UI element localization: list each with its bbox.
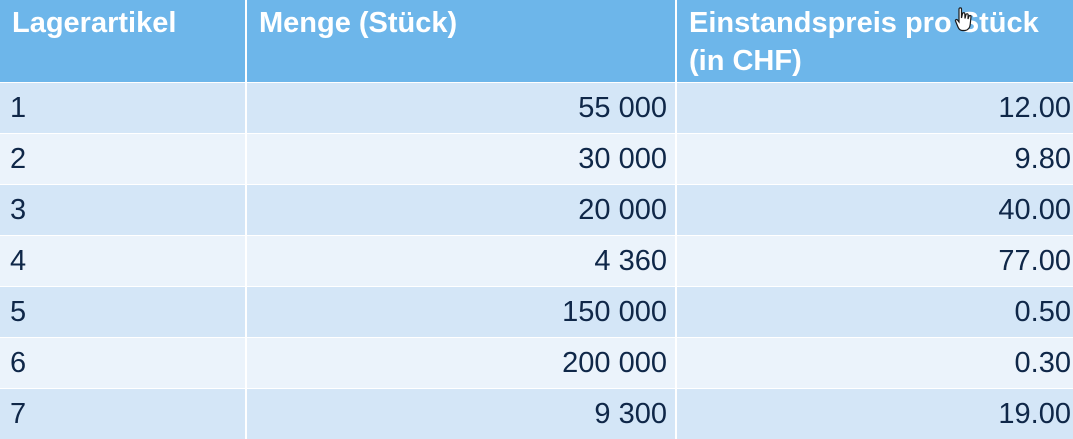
cell-quantity-3: 20 000 [247, 185, 675, 235]
cell-price-4: 77.00 [677, 236, 1073, 286]
cell-article-4: 4 [0, 236, 245, 286]
cell-quantity-1: 55 000 [247, 83, 675, 133]
cell-article-2: 2 [0, 134, 245, 184]
cell-price-3: 40.00 [677, 185, 1073, 235]
hand-cursor-icon [954, 7, 972, 32]
header-einstandspreis: Einstandspreis pro Stück (in CHF) [677, 0, 1073, 82]
header-einstandspreis-label: Einstandspreis pro Stück (in CHF) [689, 7, 1039, 77]
header-menge-label: Menge (Stück) [259, 7, 458, 39]
cell-quantity-2: 30 000 [247, 134, 675, 184]
cell-quantity-7: 9 300 [247, 389, 675, 439]
cell-article-5: 5 [0, 287, 245, 337]
header-menge: Menge (Stück) [247, 0, 675, 82]
cell-article-3: 3 [0, 185, 245, 235]
cell-price-2: 9.80 [677, 134, 1073, 184]
header-lagerartikel: Lagerartikel [0, 0, 245, 82]
cell-article-7: 7 [0, 389, 245, 439]
cell-quantity-4: 4 360 [247, 236, 675, 286]
cell-price-7: 19.00 [677, 389, 1073, 439]
cell-quantity-5: 150 000 [247, 287, 675, 337]
cell-price-6: 0.30 [677, 338, 1073, 388]
header-lagerartikel-label: Lagerartikel [12, 7, 177, 39]
cell-quantity-6: 200 000 [247, 338, 675, 388]
cell-price-1: 12.00 [677, 83, 1073, 133]
cell-price-5: 0.50 [677, 287, 1073, 337]
cell-article-6: 6 [0, 338, 245, 388]
cell-article-1: 1 [0, 83, 245, 133]
